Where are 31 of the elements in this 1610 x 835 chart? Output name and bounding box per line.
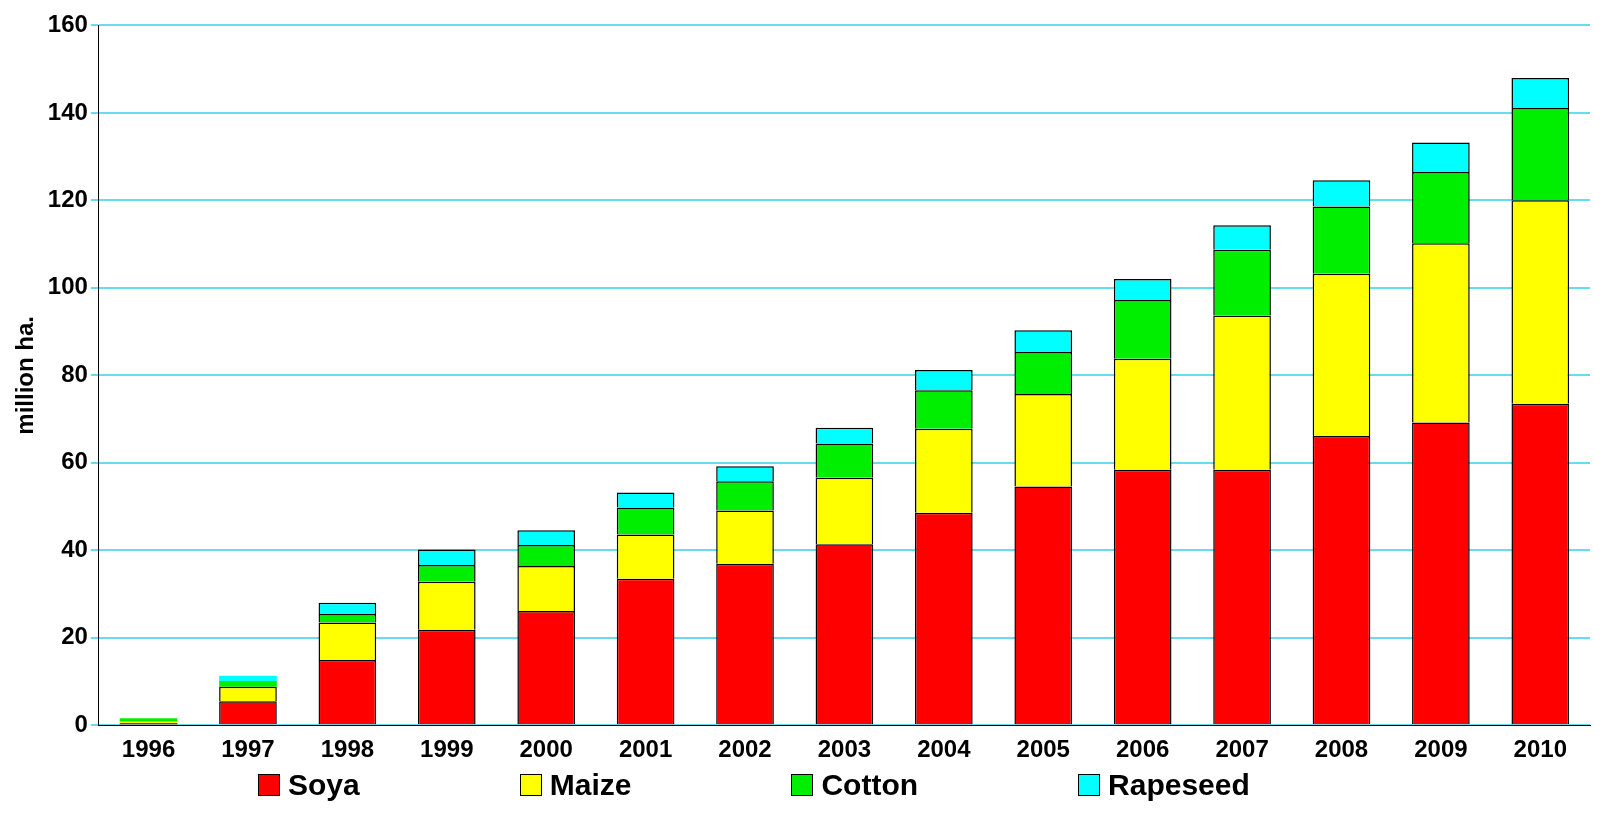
y-tick-label: 100 [47,272,88,300]
x-tick-label: 1996 [121,735,176,763]
y-axis-title: million ha. [11,315,39,435]
x-tick-label: 2006 [1115,735,1170,763]
legend-label: Cotton [820,768,919,802]
y-tick-label: 160 [47,10,88,38]
x-tick-label: 2007 [1215,735,1269,763]
x-tick-label: 2001 [618,735,673,763]
x-tick-label: 2005 [1016,735,1070,763]
y-tick-label: 120 [47,184,88,212]
legend-label: Rapeseed [1107,768,1250,802]
legend-label: Soya [287,768,360,802]
y-tick-label: 20 [61,622,88,650]
x-tick-label: 2004 [917,735,972,763]
x-tick-label: 1998 [320,735,375,763]
y-tick-label: 0 [74,709,88,737]
x-tick-label: 2008 [1314,735,1369,763]
legend-label: Maize [548,768,632,802]
x-tick-label: 2000 [519,735,573,763]
bar [219,681,277,687]
x-tick-label: 2009 [1414,735,1468,763]
y-tick-label: 140 [47,97,88,125]
x-tick-label: 2003 [817,735,872,763]
y-tick-label: 40 [61,534,88,562]
y-tick-label: 80 [61,359,88,387]
y-tick-label: 60 [61,447,88,475]
bar [219,675,277,682]
x-tick-label: 1997 [221,735,275,763]
x-tick-label: 2002 [718,735,772,763]
x-tick-label: 1999 [420,735,474,763]
x-tick-label: 2010 [1513,735,1567,763]
